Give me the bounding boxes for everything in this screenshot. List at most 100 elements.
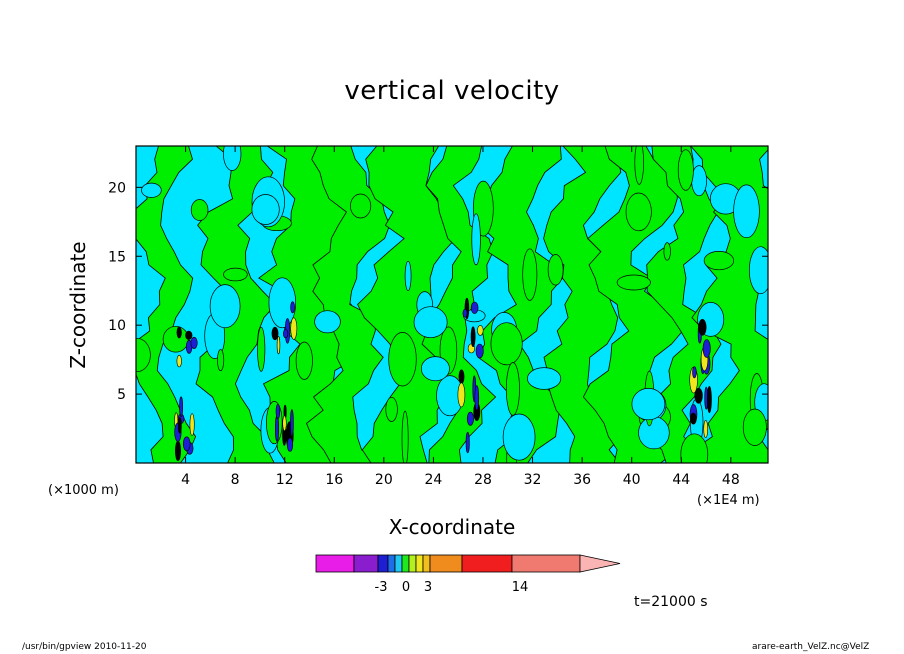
contour-blob [505,362,520,416]
updraft-core [182,436,191,452]
contour-blob [677,149,694,191]
colorbar: -3 0 3 14 [315,554,621,595]
contour-blob [401,410,409,463]
green-band [421,146,497,463]
colorbar-segment [394,554,403,573]
colorbar-segment [315,554,355,573]
green-band [136,146,197,463]
updraft-core [477,325,484,336]
contour-blob [547,254,564,286]
updraft-core [702,339,711,358]
updraft-core [458,369,465,384]
contour-blob [471,213,481,266]
colorbar-segment [387,554,396,573]
y-tick-label: 10 [108,318,126,334]
colorbar-segment [429,554,463,573]
x-unit-right-label: (×1E4 m) [697,493,760,508]
contour-blob [663,242,671,261]
colorbar-tick-label: 0 [402,580,410,595]
contour-blob [522,248,538,301]
x-tick-label: 36 [573,472,591,488]
time-label: t=21000 s [634,594,708,610]
updraft-core [271,326,279,341]
x-tick-label: 12 [276,472,294,488]
contour-blob [141,182,162,198]
x-tick-label: 44 [672,472,690,488]
contour-blob [634,146,644,185]
contour-blob [420,356,450,382]
green-band [640,146,722,463]
x-tick-label: 28 [474,472,492,488]
x-tick-label: 16 [325,472,343,488]
y-tick-label: 15 [108,249,126,265]
x-axis: 4 8 12 16 20 24 28 32 36 40 44 48 [181,146,740,488]
contour-blob [388,332,417,387]
contour-blob [190,199,209,221]
updraft-core [185,330,193,340]
x-tick-label: 40 [623,472,641,488]
updraft-core [282,415,287,432]
colorbar-segment [353,554,379,573]
updraft-core [175,440,182,462]
contour-fields [136,146,768,463]
contour-blob [251,194,280,225]
y-tick-label: 5 [117,387,126,403]
contour-blob [223,267,248,282]
contour-blob [631,388,666,421]
updraft-core [475,343,484,359]
x-tick-label: 48 [722,472,740,488]
updraft-core [290,409,294,437]
contour-blob [350,193,372,219]
updraft-core [177,417,182,434]
contour-blob [691,165,707,197]
updraft-core [190,336,198,349]
contour-blob [742,408,767,446]
contour-blob [703,251,735,271]
contour-blob [314,310,341,334]
colorbar-segment [422,554,431,573]
x-tick-label: 4 [181,472,190,488]
colorbar-arrow [579,554,621,573]
updraft-core [290,317,298,340]
updraft-core [474,385,480,411]
contour-blob [295,341,313,380]
contour-blob [748,246,768,295]
updraft-core [698,318,707,336]
colorbar-segment [461,554,513,573]
contour-blob [625,192,652,232]
colorbar-tick-label: 3 [424,580,432,595]
contour-blob [413,306,448,339]
updraft-core [176,354,182,368]
updraft-core [470,301,479,314]
x-axis-label: X-coordinate [388,515,516,539]
updraft-core [694,387,703,404]
contour-blob [385,396,398,422]
contour-blob [733,184,760,239]
contour-blob [162,325,189,353]
colorbar-segment [401,554,410,573]
colorbar-tick-label: -3 [375,580,388,595]
contour-blob [527,367,562,390]
footer-left: /usr/bin/gpview 2010-11-20 [22,642,147,652]
y-axis: 5 10 15 20 [108,180,768,403]
x-tick-label: 8 [231,472,240,488]
green-band [543,146,624,463]
updraft-core [274,415,279,442]
contour-blob [209,284,241,329]
contour-blob [136,337,151,373]
colorbar-segment [408,554,417,573]
updraft-core [689,412,697,425]
updraft-core [283,329,289,339]
footer-right: arare-earth_VelZ.nc@VelZ [752,642,870,652]
updraft-core [465,432,470,454]
contour-blob [638,416,670,450]
x-tick-label: 24 [424,472,442,488]
updraft-core [275,403,281,420]
updraft-core [692,366,697,379]
colorbar-segment [511,554,581,573]
updraft-core [462,308,468,318]
updraft-core [707,385,712,413]
contour-blob [616,274,651,291]
contour-blob [268,277,297,329]
